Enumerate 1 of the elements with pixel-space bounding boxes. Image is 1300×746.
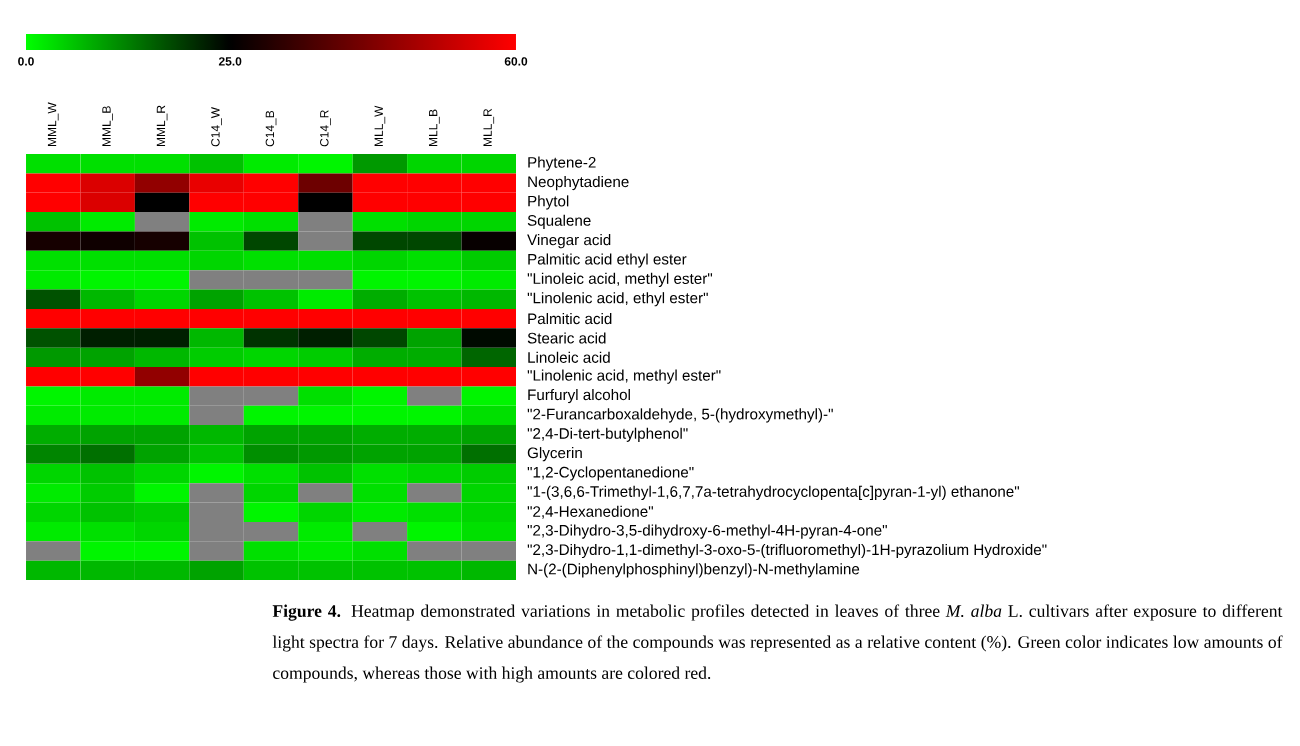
text: Figure 4. Heatmap demonstrated variations in metabolic profiles detected in leaves of three M. alba L. cultivars after exposure to different light spectra for 7 days. Relative abundance of the compounds was represented as a relative content (%). Green color indicates low amounts of compounds, whereas those with high amounts are colored red.: [272, 604, 1283, 683]
